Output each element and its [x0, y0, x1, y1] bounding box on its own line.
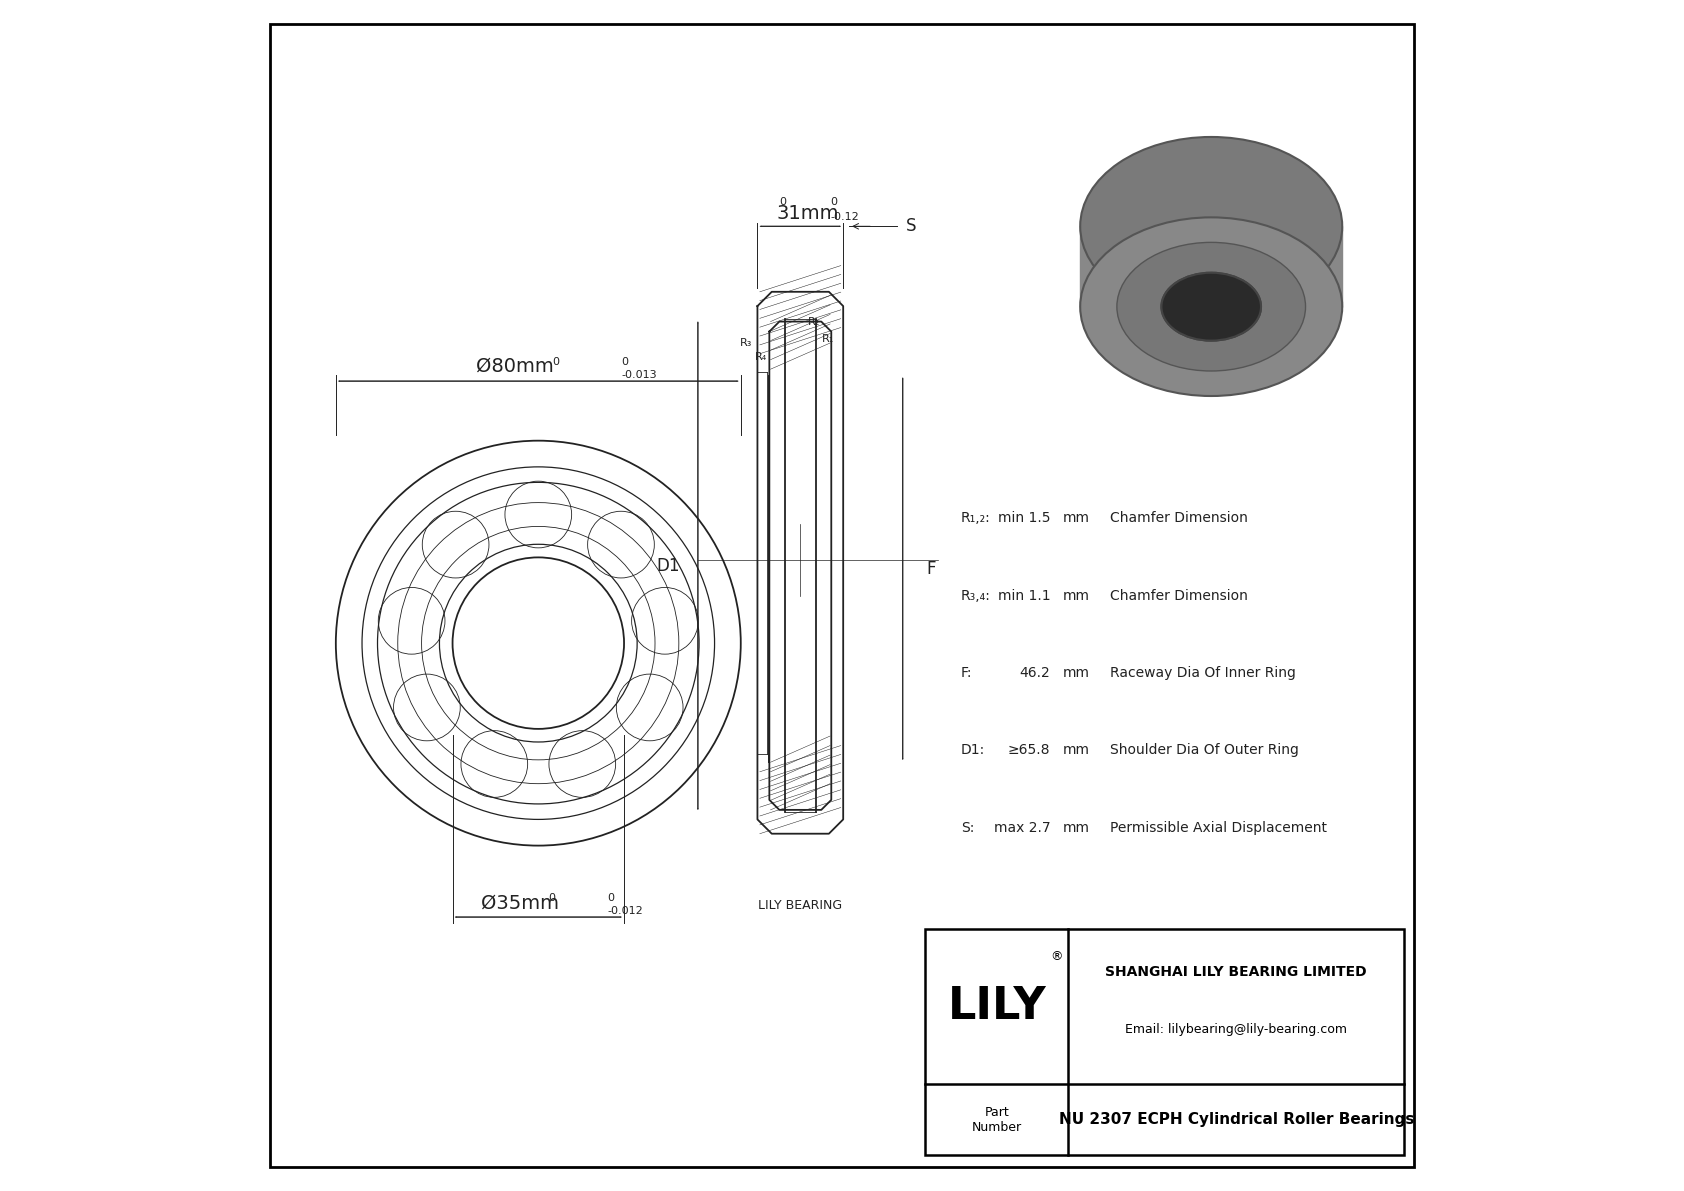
Text: R₃: R₃: [741, 338, 753, 348]
Text: NU 2307 ECPH Cylindrical Roller Bearings: NU 2307 ECPH Cylindrical Roller Bearings: [1059, 1112, 1415, 1127]
Ellipse shape: [1079, 137, 1342, 316]
Ellipse shape: [1079, 217, 1342, 395]
Text: Ø35mm: Ø35mm: [482, 893, 559, 912]
Text: mm: mm: [1063, 743, 1090, 757]
Text: 0: 0: [621, 357, 628, 367]
Text: mm: mm: [1063, 821, 1090, 835]
Text: -0.012: -0.012: [608, 906, 643, 916]
Text: F:: F:: [962, 666, 973, 680]
Polygon shape: [1079, 226, 1342, 306]
Text: Chamfer Dimension: Chamfer Dimension: [1110, 511, 1248, 525]
Text: LILY BEARING: LILY BEARING: [758, 899, 842, 912]
Text: S:: S:: [962, 821, 975, 835]
Text: Email: lilybearing@lily-bearing.com: Email: lilybearing@lily-bearing.com: [1125, 1023, 1347, 1036]
Ellipse shape: [1162, 273, 1261, 341]
Text: -0.013: -0.013: [621, 370, 657, 380]
Text: 0: 0: [552, 357, 559, 367]
Text: Permissible Axial Displacement: Permissible Axial Displacement: [1110, 821, 1327, 835]
Text: D1: D1: [657, 556, 680, 575]
Text: 0: 0: [830, 198, 837, 207]
Ellipse shape: [1116, 243, 1305, 370]
Text: SHANGHAI LILY BEARING LIMITED: SHANGHAI LILY BEARING LIMITED: [1105, 966, 1367, 979]
Text: D1:: D1:: [962, 743, 985, 757]
Text: min 1.5: min 1.5: [999, 511, 1051, 525]
Text: 46.2: 46.2: [1021, 666, 1051, 680]
Text: 0: 0: [547, 893, 554, 903]
Text: S: S: [906, 217, 916, 236]
Text: mm: mm: [1063, 511, 1090, 525]
Text: Shoulder Dia Of Outer Ring: Shoulder Dia Of Outer Ring: [1110, 743, 1298, 757]
Text: 31mm: 31mm: [776, 204, 839, 223]
Text: LILY: LILY: [948, 985, 1046, 1028]
Text: Ø80mm: Ø80mm: [475, 356, 554, 375]
Text: 0: 0: [780, 198, 786, 207]
Text: R₃,₄:: R₃,₄:: [962, 588, 990, 603]
Text: mm: mm: [1063, 588, 1090, 603]
Text: Raceway Dia Of Inner Ring: Raceway Dia Of Inner Ring: [1110, 666, 1297, 680]
Text: min 1.1: min 1.1: [999, 588, 1051, 603]
Text: ≥65.8: ≥65.8: [1009, 743, 1051, 757]
Bar: [926, 929, 1404, 1155]
Text: R₂: R₂: [807, 317, 820, 326]
Text: R₁: R₁: [822, 335, 834, 344]
Ellipse shape: [1162, 273, 1261, 341]
Text: R₁,₂:: R₁,₂:: [962, 511, 990, 525]
Text: max 2.7: max 2.7: [994, 821, 1051, 835]
Text: mm: mm: [1063, 666, 1090, 680]
Text: ®: ®: [1051, 950, 1063, 964]
Text: F: F: [926, 560, 936, 578]
Text: Part
Number: Part Number: [972, 1105, 1022, 1134]
Text: R₄: R₄: [754, 353, 766, 362]
Text: Chamfer Dimension: Chamfer Dimension: [1110, 588, 1248, 603]
Text: -0.12: -0.12: [830, 212, 859, 222]
Text: 0: 0: [608, 893, 615, 903]
